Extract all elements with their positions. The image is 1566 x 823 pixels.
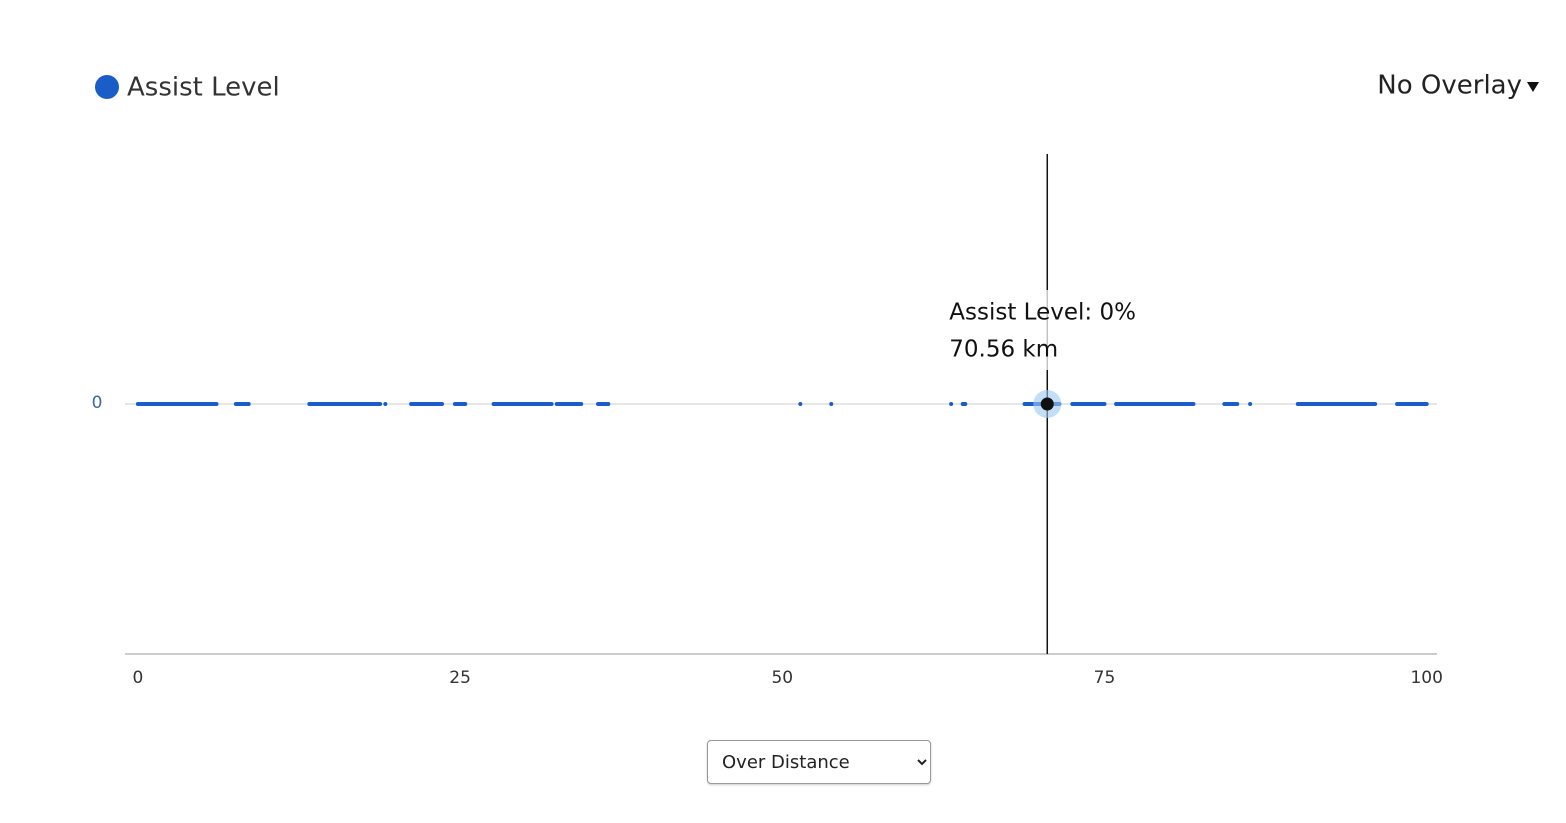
- legend-label[interactable]: Assist Level: [127, 73, 280, 103]
- tooltip-series: Assist Level: 0%: [949, 300, 1136, 326]
- legend-swatch: [95, 75, 119, 99]
- hover-point: [1040, 397, 1054, 411]
- x-tick-label: 0: [132, 668, 143, 688]
- x-tick-label: 75: [1094, 668, 1116, 688]
- tooltip-x: 70.56 km: [949, 337, 1058, 363]
- x-tick-label: 50: [771, 668, 793, 688]
- overlay-dropdown[interactable]: No Overlay: [1377, 71, 1522, 101]
- tooltip-bg: [945, 290, 1136, 370]
- x-tick-label: 100: [1410, 668, 1442, 688]
- dropdown-arrow[interactable]: [1527, 82, 1539, 92]
- mode-select[interactable]: Over Distance: [707, 740, 931, 784]
- y-tick-label: 0: [92, 393, 103, 413]
- x-tick-label: 25: [449, 668, 471, 688]
